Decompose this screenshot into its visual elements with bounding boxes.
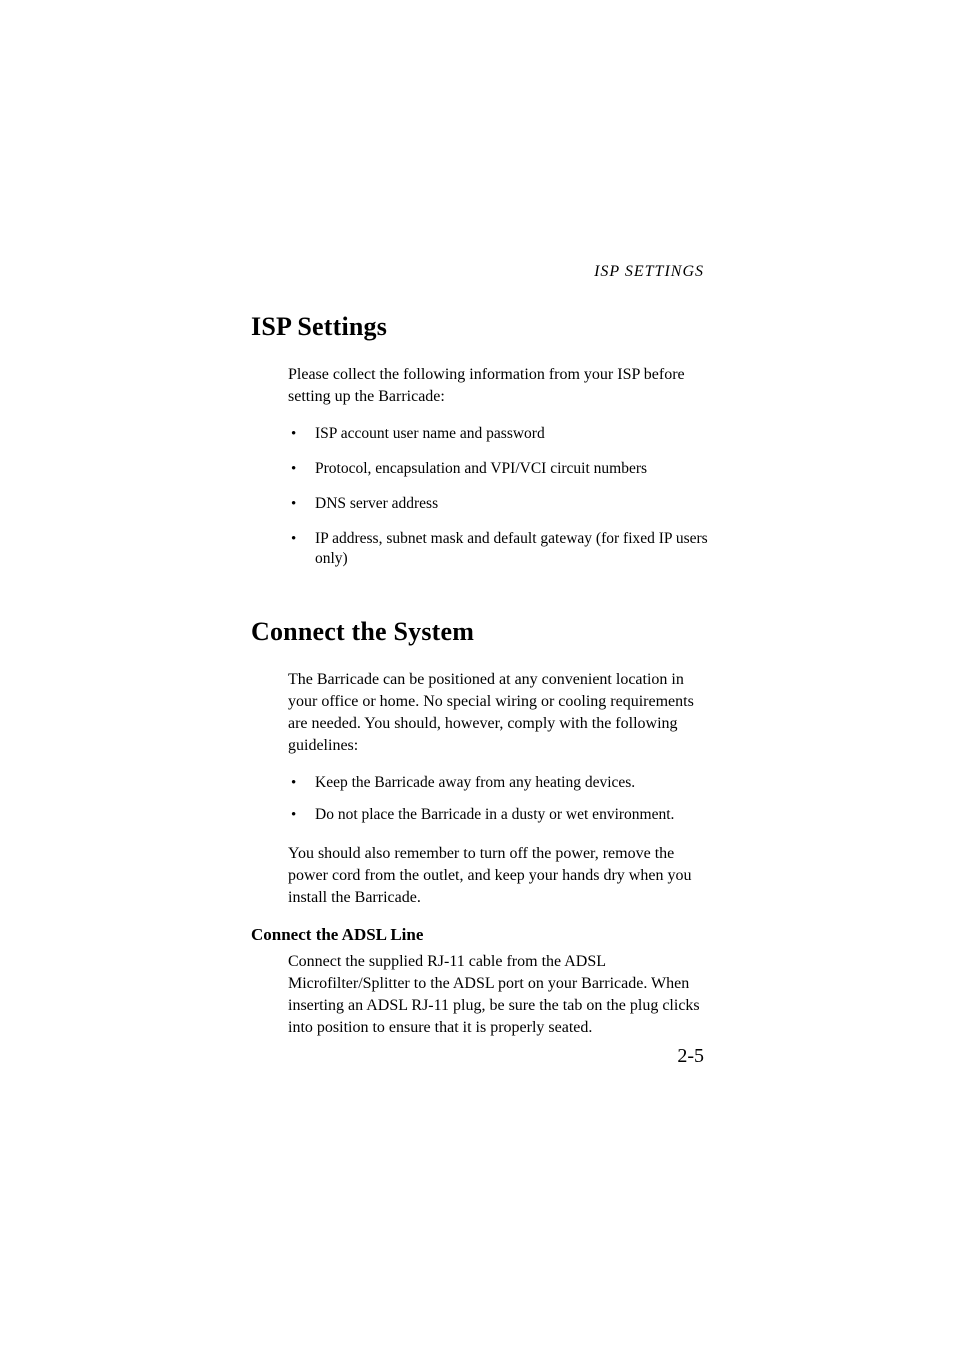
running-header: ISP SETTINGS	[594, 263, 704, 281]
content-area: ISP Settings Please collect the followin…	[251, 312, 709, 1055]
connect-outro: You should also remember to turn off the…	[288, 843, 709, 909]
list-item: IP address, subnet mask and default gate…	[288, 529, 709, 569]
list-item: Do not place the Barricade in a dusty or…	[288, 805, 709, 825]
running-header-text: ISP SETTINGS	[594, 263, 704, 280]
section-body-isp: Please collect the following information…	[288, 364, 709, 569]
isp-bullets: ISP account user name and password Proto…	[288, 424, 709, 569]
connect-intro: The Barricade can be positioned at any c…	[288, 669, 709, 757]
page-number: 2-5	[677, 1045, 704, 1068]
list-item: Keep the Barricade away from any heating…	[288, 773, 709, 793]
adsl-body: Connect the supplied RJ-11 cable from th…	[288, 951, 709, 1039]
list-item: DNS server address	[288, 494, 709, 514]
subsection-body-adsl: Connect the supplied RJ-11 cable from th…	[288, 951, 709, 1039]
section-title-isp: ISP Settings	[251, 312, 709, 342]
section-body-connect: The Barricade can be positioned at any c…	[288, 669, 709, 909]
subsection-title-adsl: Connect the ADSL Line	[251, 925, 709, 945]
isp-intro: Please collect the following information…	[288, 364, 709, 408]
list-item: ISP account user name and password	[288, 424, 709, 444]
document-page: ISP SETTINGS ISP Settings Please collect…	[0, 0, 954, 1351]
list-item: Protocol, encapsulation and VPI/VCI circ…	[288, 459, 709, 479]
section-title-connect: Connect the System	[251, 617, 709, 647]
connect-bullets: Keep the Barricade away from any heating…	[288, 773, 709, 825]
